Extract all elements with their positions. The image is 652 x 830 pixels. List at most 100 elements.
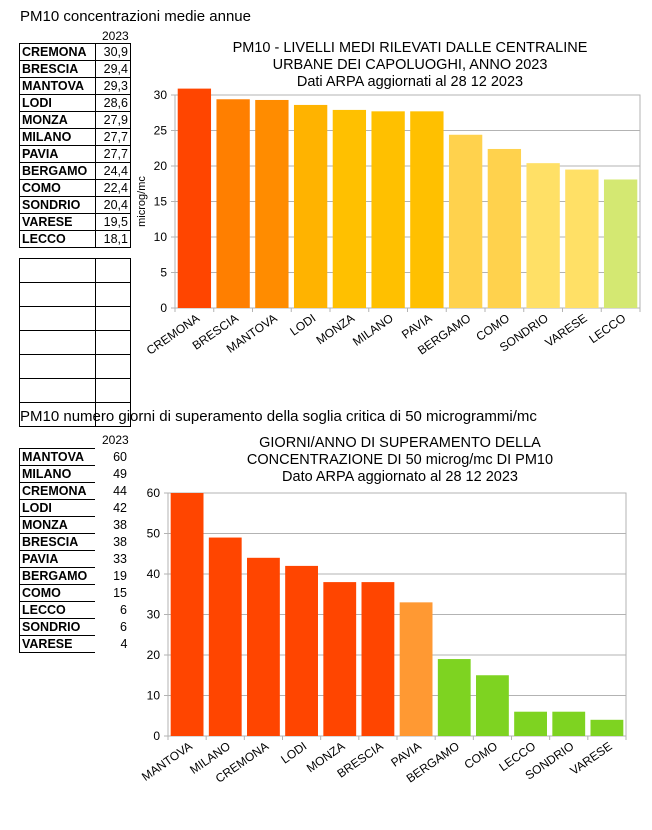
chart2-ytick-label: 60 — [147, 486, 161, 500]
section1-table-row: COMO 22,4 — [19, 179, 131, 197]
section2-table-city-cell: COMO — [19, 584, 95, 602]
section2-table-row: MILANO 49 — [19, 465, 130, 483]
section1-table-city-cell: LECCO — [19, 230, 96, 248]
section2-table-value-cell: 38 — [113, 518, 127, 532]
empty-grid-row — [19, 306, 131, 331]
chart2-bar — [208, 537, 242, 736]
section1-table-value-cell: 29,3 — [95, 77, 131, 95]
chart1-bar — [371, 111, 405, 308]
chart2-bar — [170, 493, 204, 736]
section2-table-row: CREMONA 44 — [19, 482, 130, 500]
section2-table-value-cell: 6 — [120, 603, 127, 617]
empty-cell — [95, 402, 131, 427]
empty-cell — [95, 282, 131, 307]
section1-table-row: MONZA 27,9 — [19, 111, 131, 129]
empty-cell — [19, 258, 96, 283]
section2-table-city-cell: MANTOVA — [19, 448, 95, 466]
section1-table-row: MILANO 27,7 — [19, 128, 131, 146]
chart2-bar — [552, 711, 586, 736]
chart1-bar — [177, 88, 212, 308]
chart1-ytick-label: 20 — [154, 159, 168, 173]
section1-year-header: 2023 — [102, 29, 129, 43]
section1-table: CREMONA 30,9 BRESCIA 29,4 MANTOVA 29,3 LODI 28,… — [19, 43, 131, 248]
section1-table-city-cell: MANTOVA — [19, 77, 96, 95]
empty-cell — [95, 330, 131, 355]
section2-table-city-cell: MILANO — [19, 465, 95, 483]
section2-table-city-cell: MONZA — [19, 516, 95, 534]
section2-table-row: COMO 15 — [19, 584, 130, 602]
section2-table-row: LECCO 6 — [19, 601, 130, 619]
section1-table-value-cell: 27,7 — [95, 128, 131, 146]
section2-table-row: LODI 42 — [19, 499, 130, 517]
section2-table-city-cell: BRESCIA — [19, 533, 95, 551]
section1-table-city-cell: VARESE — [19, 213, 96, 231]
chart1-bar — [332, 109, 367, 308]
chart2-ytick-label: 30 — [147, 608, 161, 622]
section2-table-value-cell: 49 — [113, 467, 127, 481]
chart1-xtick-label: CREMONA — [144, 311, 202, 358]
chart2-bar — [285, 565, 318, 736]
section1-table-value-cell: 27,7 — [95, 145, 131, 163]
section1-table-city-cell: LODI — [19, 94, 96, 112]
section2-table-row: PAVIA 33 — [19, 550, 130, 568]
empty-cell — [95, 306, 131, 331]
section2-table-value-cell: 19 — [113, 569, 127, 583]
chart1-title: PM10 - LIVELLI MEDI RILEVATI DALLE CENTR… — [180, 40, 640, 91]
chart2-xtick-label: COMO — [462, 739, 501, 772]
section1-table-row: PAVIA 27,7 — [19, 145, 131, 163]
section1-table-city-cell: MILANO — [19, 128, 96, 146]
chart1-bar — [216, 99, 250, 308]
section2-table-city-cell: BERGAMO — [19, 567, 95, 585]
chart2-bar — [437, 659, 471, 736]
section2-table-value-cell: 38 — [113, 535, 127, 549]
section2-table-value-cell: 33 — [113, 552, 127, 566]
chart2-bar — [399, 602, 433, 736]
chart1-xtick-label: VARESE — [542, 311, 589, 350]
empty-grid-row — [19, 330, 131, 355]
section2-table-city-cell: LODI — [19, 499, 95, 517]
section1-table-city-cell: BERGAMO — [19, 162, 96, 180]
empty-cell — [19, 354, 96, 379]
section1-table-row: LODI 28,6 — [19, 94, 131, 112]
chart1-xtick-label: MILANO — [350, 311, 396, 349]
chart2-bar — [476, 675, 509, 736]
chart2-ytick-label: 50 — [147, 527, 161, 541]
empty-grid-row — [19, 282, 131, 307]
section1-table-row: LECCO 18,1 — [19, 230, 131, 248]
chart1-bar — [448, 134, 483, 308]
empty-grid-row — [19, 402, 131, 427]
section1-table-city-cell: BRESCIA — [19, 60, 96, 78]
section2-year-header: 2023 — [102, 433, 129, 447]
empty-grid-row — [19, 378, 131, 403]
chart2-ytick-label: 20 — [147, 648, 161, 662]
chart2-title-line2: CONCENTRAZIONE DI 50 microg/mc DI PM10 — [246, 452, 554, 468]
section1-table-value-cell: 27,9 — [95, 111, 131, 129]
chart2-bar — [361, 582, 395, 736]
chart1-xtick-label: MONZA — [314, 311, 358, 347]
section2-table-value-cell: 15 — [113, 586, 127, 600]
chart1-title-line3: Dati ARPA aggiornati al 28 12 2023 — [296, 74, 524, 90]
section1-empty-grid — [19, 258, 131, 427]
section1-table-value-cell: 20,4 — [95, 196, 131, 214]
section1-table-city-cell: MONZA — [19, 111, 96, 129]
section2-table-value-cell: 4 — [120, 637, 128, 651]
section1-table-row: BRESCIA 29,4 — [19, 60, 131, 78]
section1-table-value-cell: 28,6 — [95, 94, 131, 112]
section1-table-row: VARESE 19,5 — [19, 213, 131, 231]
chart1-ylabel: microg/mc — [136, 176, 148, 227]
chart1-xtick-label: LECCO — [586, 311, 628, 346]
empty-cell — [19, 306, 96, 331]
section1-table-row: BERGAMO 24,4 — [19, 162, 131, 180]
section1-heading: PM10 concentrazioni medie annue — [20, 8, 251, 25]
section1-table-value-cell: 29,4 — [95, 60, 131, 78]
empty-cell — [19, 330, 96, 355]
empty-cell — [19, 282, 96, 307]
chart2-title: GIORNI/ANNO DI SUPERAMENTO DELLA CONCENT… — [200, 435, 600, 486]
empty-cell — [95, 354, 131, 379]
chart1-bar — [487, 148, 522, 308]
section2-table-value-cell: 6 — [120, 620, 127, 634]
empty-cell — [95, 378, 131, 403]
chart1-bar — [255, 99, 289, 308]
chart2-ytick-label: 40 — [147, 567, 161, 581]
